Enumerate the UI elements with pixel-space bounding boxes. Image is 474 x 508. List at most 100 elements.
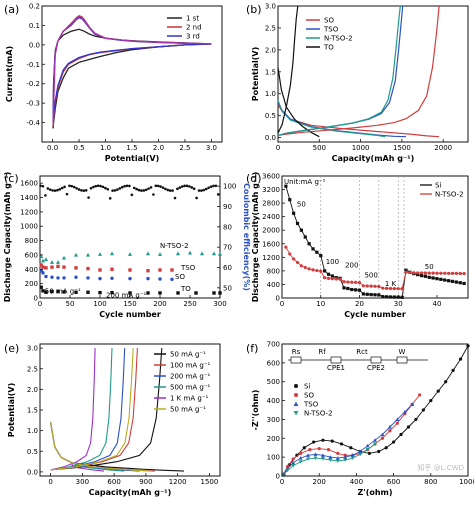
x-tick-label: 400: [350, 478, 363, 486]
eis-point: [365, 448, 370, 452]
rate-point: [315, 268, 319, 273]
x-tick-label: 1000: [459, 478, 474, 486]
ce-point: [214, 184, 218, 188]
legend-label: 500 mA g⁻¹: [170, 384, 211, 392]
eis-point: [308, 448, 312, 452]
rate-point: [354, 288, 358, 292]
rate-point: [404, 270, 408, 274]
series-label: N-TSO-2: [160, 242, 189, 250]
eis-point: [336, 451, 340, 455]
rate-point: [400, 295, 404, 299]
y-tick-label: 2.0: [27, 386, 38, 394]
rate-point: [385, 295, 389, 299]
ce-point: [46, 187, 50, 190]
annotation: 50 mA g⁻¹: [45, 288, 81, 296]
circuit-label: Rs: [292, 348, 301, 356]
rate-point: [431, 271, 435, 275]
eis-point: [328, 455, 333, 459]
ce-point: [125, 184, 129, 188]
rate-point: [365, 284, 369, 288]
rate-point: [439, 271, 443, 275]
y-tick-label: 0: [276, 473, 280, 481]
panel-d: (d)0 10 20 30 403600320028002400200016001200…: [246, 172, 469, 319]
rate-point: [443, 278, 447, 282]
eis-point: [384, 446, 388, 450]
y-tick-label: 100: [223, 183, 236, 191]
watermark: 知乎 @L.CWD: [417, 463, 464, 472]
y-axis-label: Current(mA): [5, 46, 14, 102]
rate-point: [447, 279, 451, 283]
ce-point: [89, 186, 93, 190]
rate-point: [392, 286, 396, 291]
eis-point: [429, 398, 433, 403]
rate-point: [450, 279, 455, 283]
ce-point: [80, 189, 83, 192]
y-tick-label: -0.1: [26, 61, 40, 69]
rate-point: [326, 276, 331, 280]
plot-frame: [281, 175, 469, 299]
y-tick-label: 2.5: [27, 365, 38, 373]
legend-label: N-TSO-2: [435, 191, 464, 199]
rate-point: [342, 286, 346, 290]
rate-point: [284, 184, 288, 188]
eis-point: [392, 440, 396, 444]
capacity-point: [62, 290, 66, 294]
charge-curve: [277, 5, 299, 134]
y-tick-label: 2800: [262, 200, 280, 208]
ce-point: [156, 184, 160, 188]
ce-point: [51, 189, 54, 192]
rate-point: [427, 275, 431, 279]
x-tick-label: 2.0: [153, 144, 164, 152]
x-tick-label: 300: [76, 478, 89, 486]
eis-point: [291, 460, 296, 465]
y-tick-label: 80: [223, 223, 232, 231]
ce-point: [96, 184, 100, 188]
legend-label: 50 mA g⁻¹: [170, 406, 206, 414]
legend-marker: [293, 401, 299, 406]
rate-point: [388, 295, 393, 299]
rate-label: 50: [425, 263, 434, 271]
rate-point: [288, 198, 292, 202]
capacity-point: [128, 268, 132, 272]
eis-point: [321, 457, 325, 461]
y-tick-label: 1.5: [265, 68, 276, 76]
ce-point: [108, 197, 112, 200]
rate-line: [285, 246, 465, 290]
rate-point: [295, 221, 300, 226]
eis-line: [282, 403, 413, 476]
ce-point: [159, 185, 162, 188]
ce-point: [183, 184, 186, 188]
capacity-point: [62, 265, 66, 269]
eis-point: [306, 457, 310, 461]
ce-point: [82, 189, 86, 192]
capacity-point: [86, 266, 90, 271]
capacity-point: [50, 265, 54, 269]
legend-label: TSO: [323, 26, 339, 34]
circuit-element: [396, 356, 408, 364]
rate-point: [357, 288, 362, 292]
eis-point: [414, 417, 418, 422]
charge-curve: [50, 348, 113, 471]
capacity-point: [175, 251, 181, 256]
rate-point: [423, 274, 427, 278]
y-tick-label: 0.1: [29, 22, 40, 30]
eis-point: [399, 432, 403, 437]
y-tick-label: 3200: [262, 186, 280, 194]
eis-point: [298, 456, 303, 460]
capacity-point: [170, 277, 174, 282]
rate-label: 50: [297, 201, 306, 209]
eis-point: [335, 459, 340, 463]
legend-label: TSO: [303, 401, 319, 409]
ce-point: [147, 187, 150, 190]
legend-label: 200 mA g⁻¹: [170, 373, 211, 381]
circuit-label: Rct: [356, 348, 368, 356]
legend-label: Si: [435, 182, 441, 190]
eis-point: [335, 456, 340, 460]
ce-point: [180, 185, 184, 188]
rate-point: [377, 293, 381, 297]
eis-point: [367, 451, 372, 455]
rate-point: [365, 292, 369, 296]
rate-point: [350, 287, 354, 292]
y-tick-label: 1200: [262, 254, 280, 262]
